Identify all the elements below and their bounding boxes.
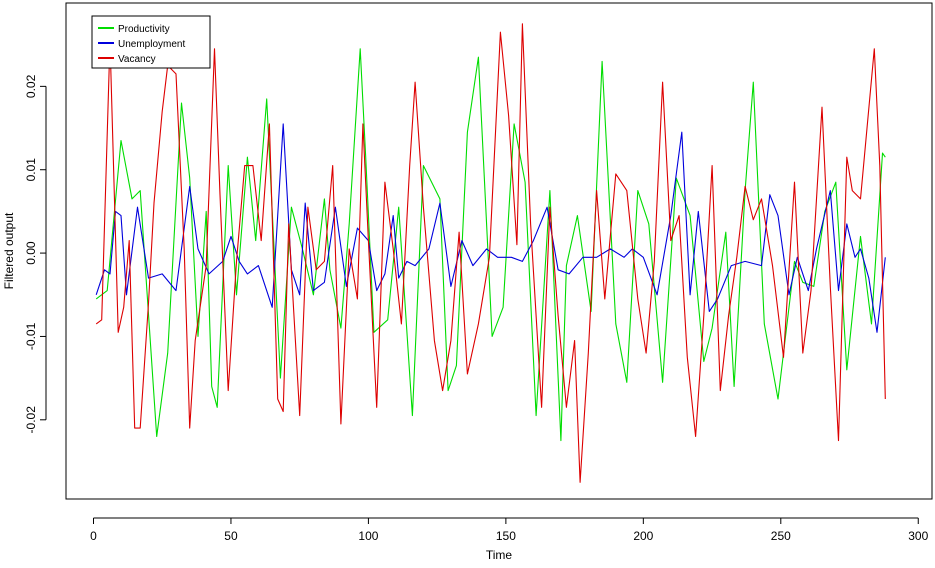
axis-layer: 0 50 100 150 200 250 300 -0.02 -0.01 0.00 0.01 0.02 bbox=[24, 74, 929, 543]
series-line-vacancy bbox=[95, 23, 886, 483]
series-layer bbox=[95, 23, 886, 483]
x-tick-label: 200 bbox=[633, 529, 653, 543]
legend: Productivity Unemployment Vacancy bbox=[91, 15, 211, 69]
legend-label-productivity: Productivity bbox=[118, 24, 170, 35]
y-tick-label: -0.01 bbox=[24, 322, 38, 350]
series-line-unemployment bbox=[95, 123, 886, 333]
plot-box bbox=[65, 2, 933, 500]
x-tick-label: 150 bbox=[496, 529, 516, 543]
legend-label-unemployment: Unemployment bbox=[118, 39, 185, 50]
x-tick-label: 250 bbox=[771, 529, 791, 543]
y-tick-label: 0.02 bbox=[24, 74, 38, 98]
y-tick-label: 0.01 bbox=[24, 158, 38, 182]
y-tick-label: -0.02 bbox=[24, 406, 38, 434]
y-tick-label: 0.00 bbox=[24, 241, 38, 265]
x-axis-label: Time bbox=[486, 548, 513, 562]
legend-box bbox=[91, 15, 211, 69]
x-tick-label: 50 bbox=[224, 529, 238, 543]
series-line-productivity bbox=[95, 48, 886, 442]
x-tick-label: 0 bbox=[90, 529, 97, 543]
x-tick-label: 300 bbox=[908, 529, 928, 543]
x-tick-label: 100 bbox=[358, 529, 378, 543]
y-axis-label: Filtered output bbox=[2, 212, 16, 289]
legend-label-vacancy: Vacancy bbox=[118, 54, 156, 65]
